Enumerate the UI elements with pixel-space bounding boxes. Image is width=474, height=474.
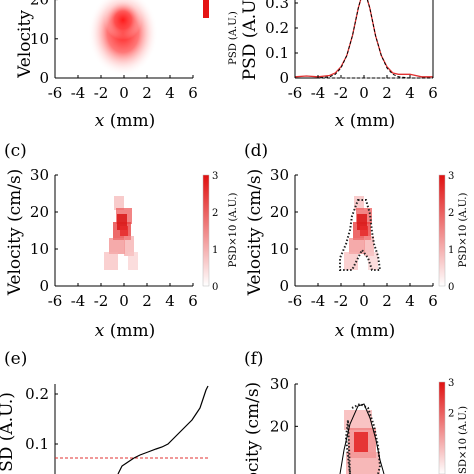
- panel-c-colorbar: [202, 174, 210, 287]
- panel-f-heatmap: [344, 410, 380, 474]
- panel-f-contour-solid: [339, 403, 385, 474]
- panel-e-curve: [117, 385, 209, 474]
- panel-d-colorbar-tick: 2: [448, 208, 454, 219]
- panel-c-xtick-label: 4: [165, 292, 175, 310]
- panel-d-contour: [339, 199, 382, 271]
- panel-d-colorbar: [438, 174, 446, 287]
- panel-b-xtick-label: 0: [359, 84, 369, 102]
- panel-d-xtick-label: 6: [428, 292, 438, 310]
- panel-a-xtick-label: 6: [188, 84, 198, 102]
- panel-b-series-measured: [294, 0, 433, 78]
- panel-b-ytick-label: 0.3: [265, 0, 289, 12]
- panel-a-xtick-label: 4: [165, 84, 175, 102]
- panel-d-label: (d): [244, 141, 268, 161]
- panel-d-ytick-label: 20: [270, 203, 289, 221]
- panel-a-colorbar: [203, 0, 209, 18]
- panel-f-colorbar-tick: 3: [448, 378, 454, 389]
- panel-a-xtick-label: -4: [71, 84, 86, 102]
- panel-d-colorbar-tick: 0: [448, 282, 454, 293]
- panel-c-xtick-label: 0: [119, 292, 129, 310]
- panel-b-xtick-label: -6: [288, 84, 303, 102]
- panel-b-xtick-label: 6: [428, 84, 438, 102]
- panel-d-xtick-label: -2: [334, 292, 349, 310]
- panel-a-xlabel: x (mm): [95, 111, 156, 131]
- panel-c-xtick-label: -6: [48, 292, 63, 310]
- panel-c-colorbar-tick: 2: [212, 208, 218, 219]
- panel-c-xtick-label: 6: [188, 292, 198, 310]
- panel-d-xtick-label: -4: [311, 292, 326, 310]
- panel-d-ylabel: Velocity (cm/s): [245, 169, 265, 297]
- panel-c-xtick-label: 2: [142, 292, 152, 310]
- panel-f-label: (f): [244, 349, 264, 369]
- panel-b-xtick-label: -2: [334, 84, 349, 102]
- panel-b-xtick-label: 4: [405, 84, 415, 102]
- panel-d-xtick-label: 2: [382, 292, 392, 310]
- panel-a-xtick-label: 2: [142, 84, 152, 102]
- panel-c-ytick-label: 0: [39, 277, 49, 295]
- panel-c-colorbar-tick: 3: [212, 171, 218, 182]
- panel-a-ylabel: Velocity: [15, 10, 35, 79]
- panel-e-ytick-label: 0.1: [25, 435, 49, 453]
- panel-d-xlabel: x (mm): [335, 321, 396, 341]
- panel-a-xtick-label: -2: [94, 84, 109, 102]
- panel-c-colorbar-tick: 0: [212, 282, 218, 293]
- panel-f-ytick-label: 30: [270, 375, 289, 393]
- panel-b-ylabel: PSD (A.U.: [240, 0, 260, 80]
- panel-b: -6 -4 -2 0 2 4 6 00.10.20.3 PSD (A.U. x (mm): [240, 0, 438, 131]
- panel-e-ylabel: SD (A.U.): [0, 392, 17, 472]
- panel-c-xtick-label: -4: [71, 292, 86, 310]
- panel-d-xtick-label: 4: [405, 292, 415, 310]
- panel-a-xtick-label: -6: [48, 84, 63, 102]
- panel-b-series-fit: [295, 0, 433, 79]
- panel-c-heatmap: [104, 196, 138, 270]
- panel-c-xtick-label: -2: [94, 292, 109, 310]
- panel-d-ytick-label: 30: [270, 166, 289, 184]
- panel-a-heatmap-core: [104, 0, 142, 40]
- panel-d-xtick-label: 0: [359, 292, 369, 310]
- panel-c-label: (c): [4, 141, 27, 161]
- panel-b-ytick-label: 0.1: [265, 44, 289, 62]
- panel-d-ytick-label: 10: [270, 240, 289, 258]
- panel-e: (e) 0.1 0.2 SD (A.U.): [0, 349, 210, 474]
- panel-d-colorbar-tick: 3: [448, 171, 454, 182]
- panel-c-ytick-label: 10: [30, 240, 49, 258]
- panel-c-colorbar-tick: 1: [212, 245, 218, 256]
- panel-e-label: (e): [4, 349, 27, 369]
- panel-c-ytick-label: 30: [30, 166, 49, 184]
- panel-a-colorbar-label: PSD (A.U.): [228, 11, 239, 65]
- panel-d-ytick-label: 0: [279, 277, 289, 295]
- panel-d-xtick-label: -6: [288, 292, 303, 310]
- panel-a-xtick-label: 0: [119, 84, 129, 102]
- panel-f-contour-dashed: [344, 402, 382, 474]
- panel-f-colorbar: [438, 381, 446, 474]
- panel-c-ytick-label: 20: [30, 203, 49, 221]
- panel-c-ylabel: Velocity (cm/s): [5, 169, 25, 297]
- panel-a-ytick-label: 0: [39, 69, 49, 87]
- panel-b-xlabel: x (mm): [335, 111, 396, 131]
- panel-b-xtick-label: 2: [382, 84, 392, 102]
- panel-c-colorbar-label: PSD×10 (A.U.): [228, 193, 239, 268]
- panel-d-colorbar-label: PSD×10 (A.U.): [458, 193, 469, 268]
- panel-a-ytick-label: 20: [30, 0, 49, 9]
- panel-f-colorbar-tick: 2: [448, 409, 454, 420]
- panel-d-colorbar-tick: 1: [448, 245, 454, 256]
- panel-e-ytick-label: 0.2: [25, 385, 49, 403]
- panel-a-ytick-label: 10: [30, 30, 49, 48]
- panel-f: (f) 20 30 ocity (cm/s) 2 3 SD×10 (A.U.): [243, 349, 469, 474]
- panel-b-xtick-label: -4: [311, 84, 326, 102]
- panel-f-ylabel: ocity (cm/s): [243, 382, 263, 474]
- panel-f-colorbar-label: SD×10 (A.U.): [458, 406, 469, 474]
- panel-c-xlabel: x (mm): [95, 321, 156, 341]
- panel-f-ytick-label: 20: [270, 417, 289, 435]
- panel-b-ytick-label: 0.2: [265, 19, 289, 37]
- panel-b-ytick-label: 0: [279, 69, 289, 87]
